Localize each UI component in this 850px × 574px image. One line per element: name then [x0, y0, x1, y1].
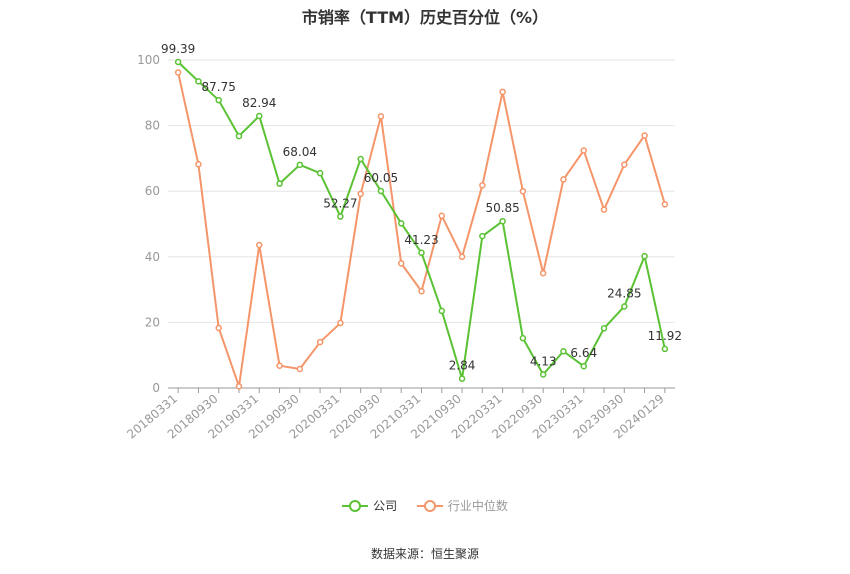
- data-label: 24.85: [607, 286, 641, 300]
- data-point: [195, 78, 202, 85]
- data-point: [621, 303, 628, 310]
- data-point: [661, 345, 669, 353]
- data-point: [276, 180, 283, 187]
- data-point: [174, 58, 182, 66]
- data-point: [377, 113, 385, 120]
- data-point: [256, 112, 263, 120]
- data-point: [316, 338, 324, 346]
- legend-industry-marker: [416, 499, 443, 513]
- data-point: [397, 220, 405, 227]
- data-label: 52.27: [323, 197, 357, 211]
- data-label: 11.92: [648, 329, 682, 343]
- data-label: 41.23: [404, 233, 438, 247]
- data-label: 99.39: [161, 42, 195, 56]
- data-point: [621, 161, 628, 168]
- data-point: [641, 252, 648, 260]
- legend-item-industry[interactable]: 行业中位数: [416, 497, 508, 514]
- legend-industry-label: 行业中位数: [447, 499, 508, 513]
- chart-title: 市销率（TTM）历史百分位（%）: [301, 8, 549, 27]
- data-point: [195, 161, 202, 168]
- data-point: [215, 324, 222, 332]
- data-point: [661, 201, 669, 208]
- source-note: 数据来源：恒生聚源: [370, 547, 479, 561]
- data-point: [357, 190, 364, 198]
- y-tick-label: 80: [145, 119, 160, 133]
- data-point: [641, 132, 648, 139]
- data-point: [539, 371, 547, 378]
- series-line-1: [177, 72, 666, 388]
- data-point: [519, 334, 527, 342]
- data-point: [539, 269, 547, 277]
- data-point: [458, 375, 466, 382]
- data-point: [479, 232, 486, 240]
- data-point: [316, 169, 324, 177]
- data-point: [580, 362, 587, 370]
- data-labels: 99.39 87.75 82.94 68.04 52.27 60.05 41.23 2.84 5…: [161, 42, 682, 373]
- data-point: [296, 161, 304, 169]
- data-point: [276, 362, 283, 369]
- data-point: [357, 155, 364, 163]
- data-label: 68.04: [283, 145, 317, 159]
- data-point: [479, 182, 486, 189]
- data-point: [235, 383, 243, 390]
- data-point: [235, 132, 243, 140]
- data-label: 2.84: [449, 359, 476, 373]
- data-point: [296, 365, 304, 373]
- data-point: [174, 69, 182, 76]
- data-point: [560, 176, 567, 183]
- data-point: [600, 325, 608, 332]
- data-label: 87.75: [202, 80, 236, 94]
- grid-lines: [168, 59, 675, 323]
- data-label: 50.85: [485, 201, 519, 215]
- data-point: [458, 253, 466, 261]
- data-label: 60.05: [364, 171, 398, 185]
- data-label: 82.94: [242, 96, 276, 110]
- y-tick-label: 0: [152, 381, 160, 395]
- data-point: [600, 206, 608, 213]
- series-lines: [174, 58, 669, 390]
- data-label: 6.64: [570, 346, 597, 360]
- data-point: [560, 348, 567, 355]
- data-point: [519, 187, 527, 195]
- data-point: [256, 241, 263, 249]
- data-point: [438, 307, 446, 315]
- y-tick-label: 20: [145, 315, 160, 329]
- data-point: [418, 249, 425, 257]
- data-point: [580, 147, 587, 154]
- legend-company-marker: [342, 499, 369, 513]
- data-point: [215, 96, 222, 104]
- data-point: [377, 187, 385, 195]
- legend-item-company[interactable]: 公司: [342, 497, 397, 514]
- legend: 公司 行业中位数: [0, 497, 850, 516]
- data-point: [418, 287, 425, 295]
- y-tick-label: 40: [145, 250, 160, 264]
- data-label: 4.13: [530, 354, 557, 368]
- legend-company-label: 公司: [373, 499, 398, 513]
- data-point: [499, 217, 506, 225]
- y-tick-label: 100: [137, 53, 160, 67]
- data-point: [397, 260, 405, 267]
- data-point: [438, 212, 446, 220]
- data-point: [337, 213, 344, 220]
- data-point: [337, 319, 344, 327]
- y-tick-label: 60: [145, 184, 160, 198]
- data-point: [499, 88, 506, 96]
